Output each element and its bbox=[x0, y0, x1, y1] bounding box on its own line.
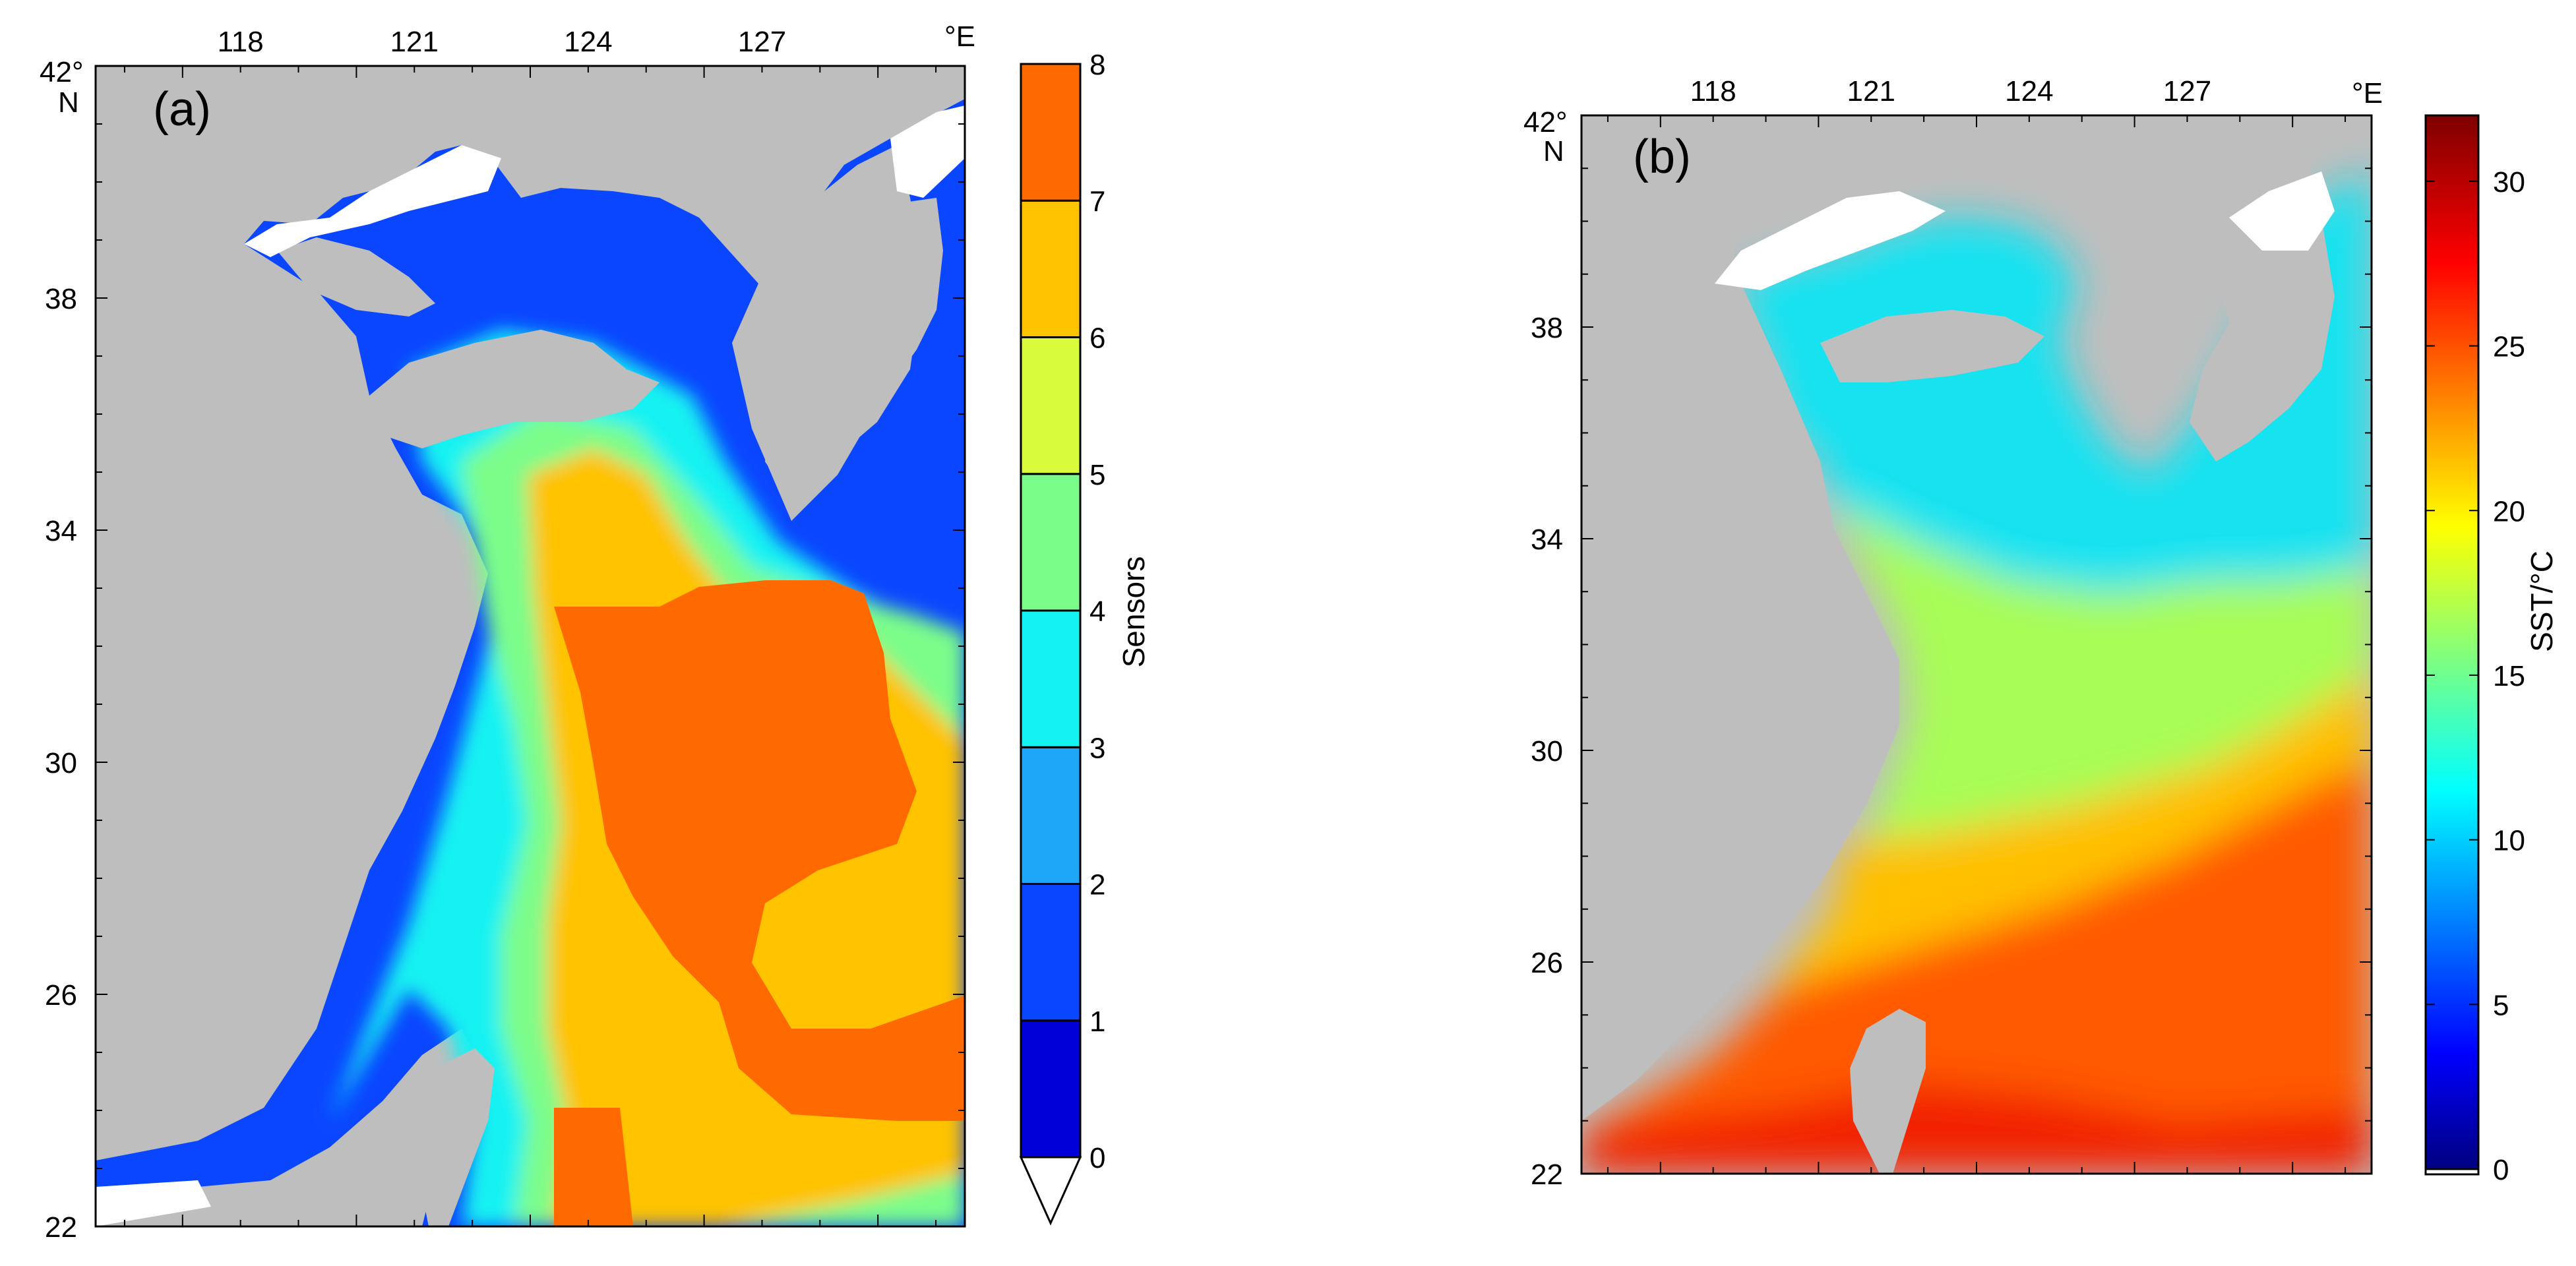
colorbar-a-class bbox=[1020, 63, 1082, 202]
map-a-korea bbox=[765, 145, 923, 501]
lon-tick-label: 127 bbox=[738, 26, 786, 58]
map-a-bohai-land bbox=[277, 237, 435, 316]
map-a-panel-label: (a) bbox=[153, 83, 211, 136]
lat-tick-label: 26 bbox=[1531, 947, 1563, 979]
map-a bbox=[96, 66, 965, 1226]
colorbar-a-class bbox=[1020, 336, 1082, 475]
lat-tick-label: 34 bbox=[1531, 524, 1563, 556]
map-b-lat-unit: N bbox=[1543, 135, 1564, 167]
map-a-lat-top-label: 42° bbox=[40, 56, 84, 88]
colorbar-a-class bbox=[1020, 609, 1082, 748]
colorbar-a: 0 1 2 3 4 5 6 7 8 bbox=[1019, 49, 1105, 1226]
lon-tick-label: 124 bbox=[2005, 75, 2053, 107]
map-a-missing-south bbox=[96, 1180, 211, 1226]
map-a-sea-top-south bbox=[554, 1108, 633, 1226]
colorbar-b-tick-label: 15 bbox=[2493, 660, 2525, 692]
map-b-taiwan bbox=[1850, 1009, 1926, 1174]
colorbar-b-extension bbox=[2424, 1168, 2480, 1176]
colorbar-a-tick-label: 4 bbox=[1089, 595, 1105, 628]
map-a-missing-korea bbox=[890, 106, 965, 198]
colorbar-a-tick-label: 2 bbox=[1089, 869, 1105, 901]
map-b-sea-hot bbox=[1581, 758, 2372, 1174]
map-a-missing-bohai bbox=[244, 145, 501, 257]
lon-tick-label: 127 bbox=[2163, 75, 2211, 107]
lat-tick-label: 30 bbox=[1531, 735, 1563, 768]
map-a-lon-unit: °E bbox=[944, 20, 975, 53]
colorbar-a-tick-label: 6 bbox=[1089, 322, 1105, 355]
colorbar-b-title: SST/°C bbox=[2525, 551, 2559, 652]
lat-tick-label: 22 bbox=[1531, 1159, 1563, 1191]
colorbar-a-class bbox=[1020, 473, 1082, 612]
colorbar-b-tick-label: 10 bbox=[2493, 825, 2525, 857]
colorbar-b-tick-label: 20 bbox=[2493, 495, 2525, 528]
colorbar-a-class bbox=[1020, 1019, 1082, 1159]
map-b-panel-label: (b) bbox=[1633, 131, 1691, 183]
colorbar-b-tick-label: 0 bbox=[2493, 1154, 2509, 1186]
map-b-lon-unit: °E bbox=[2352, 77, 2383, 109]
colorbar-a-tick-label: 1 bbox=[1089, 1006, 1105, 1038]
map-b-axes: 118 121 124 127 22 26 30 34 38 bbox=[1531, 75, 2372, 1191]
lat-tick-label: 38 bbox=[45, 283, 77, 315]
colorbar-a-class bbox=[1020, 883, 1082, 1022]
colorbar-b-tick-label: 5 bbox=[2493, 989, 2509, 1021]
lon-tick-label: 118 bbox=[218, 26, 264, 58]
colorbar-a-tick-label: 7 bbox=[1089, 185, 1105, 218]
colorbar-a-tick-label: 0 bbox=[1089, 1142, 1105, 1174]
colorbar-b-tick-label: 25 bbox=[2493, 331, 2525, 363]
map-a-shandong bbox=[369, 330, 659, 448]
map-a-axes: 118 121 124 127 22 26 30 34 38 bbox=[45, 26, 965, 1244]
map-b-missing-korea bbox=[2229, 171, 2335, 251]
colorbar-b-gradient bbox=[2424, 114, 2480, 1170]
colorbar-a-extension bbox=[1019, 1156, 1082, 1226]
colorbar-a-tick-label: 3 bbox=[1089, 732, 1105, 764]
colorbar-a-tick-label: 8 bbox=[1089, 49, 1105, 81]
lon-tick-label: 121 bbox=[390, 26, 439, 58]
map-a-lat-unit: N bbox=[58, 86, 79, 119]
lat-tick-label: 22 bbox=[45, 1211, 77, 1244]
panel-b: 118 121 124 127 22 26 30 34 38 (b) °E 42° N 0 5 10… bbox=[1523, 75, 2559, 1191]
map-b bbox=[1581, 115, 2372, 1174]
lat-tick-label: 38 bbox=[1531, 312, 1563, 344]
lat-tick-label: 34 bbox=[45, 515, 77, 547]
lon-tick-label: 121 bbox=[1847, 75, 1895, 107]
lat-tick-label: 30 bbox=[45, 747, 77, 779]
map-b-shandong bbox=[1820, 310, 2044, 382]
map-b-lat-top-label: 42° bbox=[1523, 106, 1568, 138]
map-a-sea-top bbox=[554, 580, 965, 1121]
lat-tick-label: 26 bbox=[45, 979, 77, 1011]
map-b-china-coast bbox=[1581, 115, 1899, 1121]
colorbar-a-title: Sensors bbox=[1117, 557, 1151, 668]
colorbar-b-tick-label: 30 bbox=[2493, 166, 2525, 198]
lon-tick-label: 118 bbox=[1690, 75, 1736, 107]
colorbar-a-tick-label: 5 bbox=[1089, 459, 1105, 491]
map-b-missing-north bbox=[1715, 191, 1946, 290]
lon-tick-label: 124 bbox=[564, 26, 612, 58]
colorbar-b: 0 5 10 15 20 25 30 bbox=[2426, 166, 2525, 1186]
colorbar-a-class bbox=[1020, 199, 1082, 338]
map-b-sea-hottest bbox=[1581, 1081, 2372, 1174]
map-a-taiwan bbox=[415, 1048, 495, 1226]
colorbar-a-class bbox=[1020, 746, 1082, 885]
